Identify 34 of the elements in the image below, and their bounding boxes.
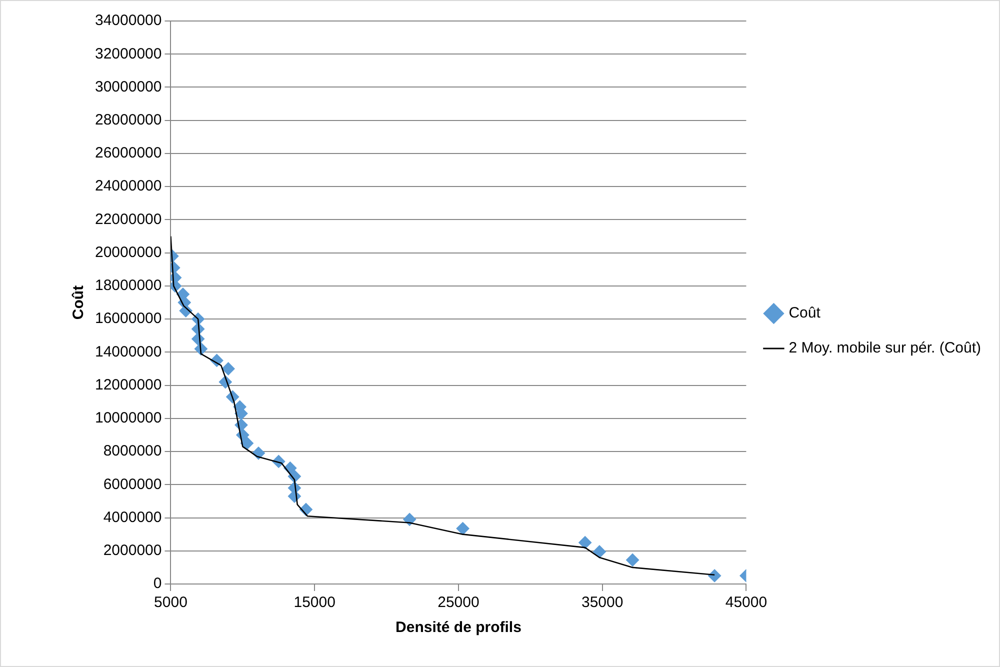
x-axis-title: Densité de profils	[396, 619, 522, 636]
y-tick-label: 6000000	[103, 476, 162, 493]
y-tick-label: 8000000	[103, 442, 162, 460]
y-axis-title: Coût	[70, 285, 88, 320]
point	[626, 553, 640, 566]
y-tick-label: 4000000	[103, 508, 162, 526]
y-tick-label: 24000000	[94, 178, 162, 195]
y-tick-label: 26000000	[94, 144, 162, 162]
legend-label: Coût	[788, 304, 822, 322]
point	[578, 536, 592, 550]
y-tick-label: 10000000	[94, 410, 162, 427]
x-tick-label: 45000	[725, 594, 768, 612]
y-tick-label: 34000000	[94, 12, 162, 30]
point	[403, 512, 416, 526]
y-tick-label: 32000000	[94, 45, 162, 62]
point	[222, 362, 235, 376]
y-tick-label: 30000000	[94, 78, 162, 96]
point	[456, 522, 470, 536]
y-tick-label: 18000000	[94, 277, 162, 294]
y-tick-label: 20000000	[94, 244, 162, 261]
x-tick-label: 15000	[294, 594, 336, 612]
x-tick-label: 35000	[581, 594, 624, 612]
y-tick-label: 28000000	[94, 111, 162, 128]
x-tick-label: 25000	[438, 594, 480, 612]
y-tick-label: 2000000	[103, 542, 162, 560]
legend-label: 2 Moy. mobile sur pér. (Coût)	[788, 340, 982, 357]
y-tick-label: 16000000	[94, 310, 162, 328]
point	[708, 569, 722, 582]
y-tick-label: 22000000	[94, 210, 162, 228]
y-tick-label: 12000000	[94, 376, 162, 394]
x-tick-label: 5000	[154, 594, 188, 612]
y-tick-label: 14000000	[94, 343, 162, 360]
y-tick-label: 0	[153, 575, 162, 592]
point	[592, 545, 606, 558]
